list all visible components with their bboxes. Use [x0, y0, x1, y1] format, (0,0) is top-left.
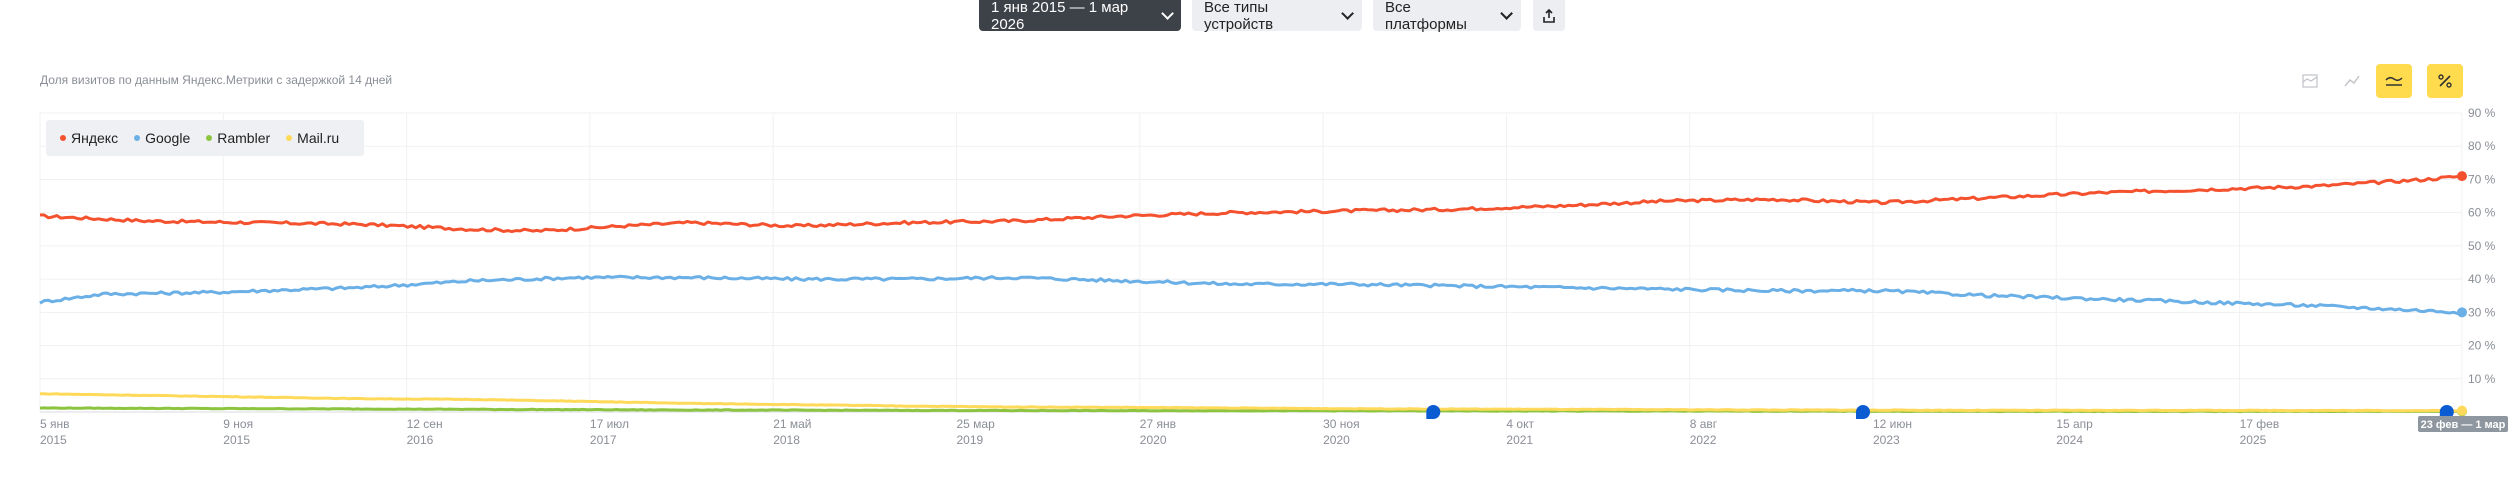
x-tick-year: 2018 — [773, 433, 800, 447]
x-tick-year: 2015 — [223, 433, 250, 447]
legend-label: Mail.ru — [297, 130, 340, 146]
smooth-line-button[interactable] — [2376, 64, 2412, 98]
x-tick-year: 2020 — [1323, 433, 1350, 447]
x-tick-year: 2023 — [1873, 433, 1900, 447]
share-icon — [1543, 8, 1555, 23]
y-tick-label: 10 % — [2468, 372, 2496, 386]
legend-dot — [206, 135, 213, 141]
legend-dot — [60, 135, 66, 141]
x-tick-label: 17 фев — [2240, 417, 2280, 431]
x-tick-year: 2017 — [590, 433, 617, 447]
x-tick-label: 21 май — [773, 417, 811, 431]
toolbar: 1 янв 2015 — 1 мар 2026 Все типы устройс… — [0, 0, 2516, 33]
legend-item-rambler[interactable]: Rambler — [206, 130, 270, 146]
x-tick-year: 2024 — [2056, 433, 2083, 447]
x-tick-label: 27 янв — [1140, 417, 1176, 431]
platforms-dropdown[interactable]: Все платформы — [1373, 0, 1521, 33]
chart-legend: Яндекс Google Rambler Mail.ru — [46, 120, 364, 156]
x-tick-label: 25 мар — [957, 417, 996, 431]
annotation-marker[interactable] — [1426, 405, 1441, 419]
line-chart-button[interactable] — [2334, 64, 2370, 98]
x-tick-year: 2025 — [2240, 433, 2267, 447]
series-end-point[interactable] — [2457, 171, 2467, 182]
legend-label: Google — [145, 130, 191, 146]
legend-item-mailru[interactable]: Mail.ru — [286, 130, 339, 146]
annotation-marker[interactable] — [1856, 405, 1871, 419]
y-tick-label: 80 % — [2468, 139, 2496, 153]
x-tick-label: 9 ноя — [223, 417, 253, 431]
stacked-area-button[interactable] — [2292, 64, 2328, 98]
line-chart-icon — [2344, 75, 2360, 87]
y-tick-label: 60 % — [2468, 206, 2496, 220]
x-tick-label: 30 ноя — [1323, 417, 1359, 431]
platforms-label: Все платформы — [1385, 0, 1467, 33]
percent-icon — [2438, 74, 2452, 88]
x-tick-year: 2016 — [407, 433, 434, 447]
x-tick-label: 8 авг — [1690, 417, 1718, 431]
date-range-button[interactable]: 1 янв 2015 — 1 мар 2026 — [979, 0, 1181, 33]
range-highlight-badge — [2418, 416, 2508, 432]
x-axis: 5 янв 2015 9 ноя 2015 12 сен 2016 17 июл 2017 21… — [40, 417, 2279, 447]
x-tick-label: 12 сен — [407, 417, 443, 431]
chart-subtitle: Доля визитов по данным Яндекс.Метрики с … — [40, 73, 393, 87]
series-end-point[interactable] — [2457, 307, 2467, 318]
stacked-area-icon — [2302, 74, 2318, 88]
y-tick-label: 70 % — [2468, 172, 2496, 186]
y-tick-label: 40 % — [2468, 272, 2496, 286]
series-end-point[interactable] — [2457, 405, 2467, 416]
legend-label: Rambler — [217, 130, 271, 146]
y-tick-label: 90 % — [2468, 106, 2496, 120]
range-highlight: 23 фев — 1 мар — [2418, 416, 2508, 432]
x-tick-year: 2015 — [40, 433, 67, 447]
x-tick-label: 15 апр — [2056, 417, 2093, 431]
devices-label: Все типы устройств — [1204, 0, 1274, 33]
chart-grid — [39, 112, 2463, 413]
chart-series — [39, 171, 2467, 417]
x-tick-year: 2019 — [957, 433, 984, 447]
x-tick-year: 2022 — [1690, 433, 1717, 447]
legend-dot — [286, 135, 293, 141]
x-tick-label: 5 янв — [40, 417, 70, 431]
annotation-marker[interactable] — [2439, 405, 2454, 419]
x-tick-label: 17 июл — [590, 417, 629, 431]
share-button[interactable] — [1533, 0, 1565, 31]
smooth-line-icon — [2385, 76, 2403, 86]
devices-dropdown[interactable]: Все типы устройств — [1192, 0, 1362, 33]
series-line-3 — [40, 392, 2463, 413]
date-range-label: 1 янв 2015 — 1 мар 2026 — [991, 0, 1129, 33]
legend-dot — [134, 135, 141, 141]
y-tick-label: 50 % — [2468, 239, 2496, 253]
range-highlight-label: 23 фев — 1 мар — [2421, 419, 2506, 431]
y-tick-label: 30 % — [2468, 305, 2496, 319]
series-line-0 — [39, 174, 2463, 234]
legend-item-google[interactable]: Google — [134, 130, 190, 146]
y-tick-label: 20 % — [2468, 339, 2496, 353]
legend-label: Яндекс — [71, 130, 119, 146]
y-axis: 10 % 20 % 30 % 40 % 50 % 60 % 70 % 80 % 90 % — [2468, 106, 2496, 386]
annotation-markers — [1426, 405, 2454, 419]
x-tick-label: 4 окт — [1506, 417, 1534, 431]
legend-item-yandex[interactable]: Яндекс — [60, 130, 118, 146]
percent-button[interactable] — [2427, 64, 2463, 98]
x-tick-year: 2021 — [1506, 433, 1533, 447]
x-tick-year: 2020 — [1140, 433, 1167, 447]
x-tick-label: 12 июн — [1873, 417, 1912, 431]
series-line-1 — [39, 274, 2463, 316]
